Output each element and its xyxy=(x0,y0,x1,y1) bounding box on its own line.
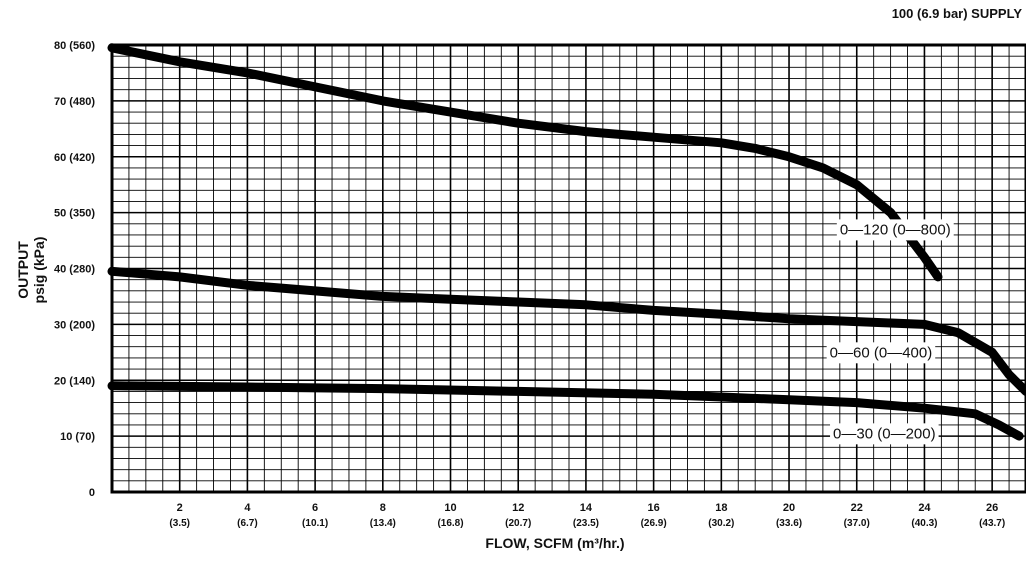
x-tick-sublabel: (37.0) xyxy=(844,518,870,529)
series-labels: 0—120 (0—800) 0—60 (0—400) 0—30 (0—200) xyxy=(826,219,954,445)
series-label-1: 0—120 (0—800) xyxy=(840,221,951,238)
series-label-background xyxy=(830,423,939,445)
series-line-2 xyxy=(107,266,1026,396)
x-tick-sublabel: (40.3) xyxy=(911,518,937,529)
y-tick-label: 70 (480) xyxy=(54,96,95,108)
x-tick-label: 18 xyxy=(715,502,727,514)
x-tick-sublabel: (10.1) xyxy=(302,518,328,529)
x-tick-sublabel: (20.7) xyxy=(505,518,531,529)
series-lines xyxy=(107,43,1026,441)
x-tick-sublabel: (43.7) xyxy=(979,518,1005,529)
x-tick-sublabel: (33.6) xyxy=(776,518,802,529)
series-label-2: 0—60 (0—400) xyxy=(830,344,933,361)
x-tick-label: 24 xyxy=(918,502,931,514)
y-tick-label: 20 (140) xyxy=(54,375,95,387)
x-tick-label: 4 xyxy=(244,502,251,514)
series-line-3 xyxy=(107,381,1024,441)
x-tick-labels: 2 (3.5) 4 (6.7) 6 (10.1) 8 (13.4) 10 (16.8) 12 (20.… xyxy=(169,502,1005,529)
x-tick-label: 16 xyxy=(648,502,660,514)
x-tick-sublabel: (3.5) xyxy=(169,518,190,529)
x-tick-sublabel: (13.4) xyxy=(370,518,396,529)
series-label-background xyxy=(836,219,954,241)
x-tick-label: 22 xyxy=(851,502,863,514)
x-tick-label: 12 xyxy=(512,502,524,514)
y-tick-label: 50 (350) xyxy=(54,208,95,220)
series-label-background xyxy=(826,342,936,364)
y-tick-label: 10 (70) xyxy=(60,431,95,443)
y-tick-label: 60 (420) xyxy=(54,152,95,164)
x-tick-label: 20 xyxy=(783,502,795,514)
x-tick-label: 10 xyxy=(444,502,456,514)
chart-title: 100 (6.9 bar) SUPPLY xyxy=(892,6,1023,21)
y-tick-label: 80 (560) xyxy=(54,40,95,52)
x-tick-label: 26 xyxy=(986,502,998,514)
y-tick-labels: 0 10 (70) 20 (140) 30 (200) 40 (280) 50 (350)… xyxy=(54,40,95,499)
x-tick-label: 8 xyxy=(380,502,386,514)
x-tick-label: 14 xyxy=(580,502,593,514)
x-axis-title: FLOW, SCFM (m³/hr.) xyxy=(485,535,624,551)
y-axis-subtitle: psig (kPa) xyxy=(31,237,47,304)
y-axis-title: OUTPUT xyxy=(15,241,31,299)
series-line-1 xyxy=(107,43,943,282)
y-tick-label: 40 (280) xyxy=(54,264,95,276)
x-tick-label: 6 xyxy=(312,502,318,514)
y-tick-label: 0 xyxy=(89,487,95,499)
y-tick-label: 30 (200) xyxy=(54,319,95,331)
x-tick-sublabel: (6.7) xyxy=(237,518,258,529)
x-tick-sublabel: (30.2) xyxy=(708,518,734,529)
x-tick-sublabel: (16.8) xyxy=(437,518,463,529)
x-tick-label: 2 xyxy=(177,502,183,514)
x-tick-sublabel: (23.5) xyxy=(573,518,599,529)
series-label-3: 0—30 (0—200) xyxy=(833,425,936,442)
x-tick-sublabel: (26.9) xyxy=(641,518,667,529)
